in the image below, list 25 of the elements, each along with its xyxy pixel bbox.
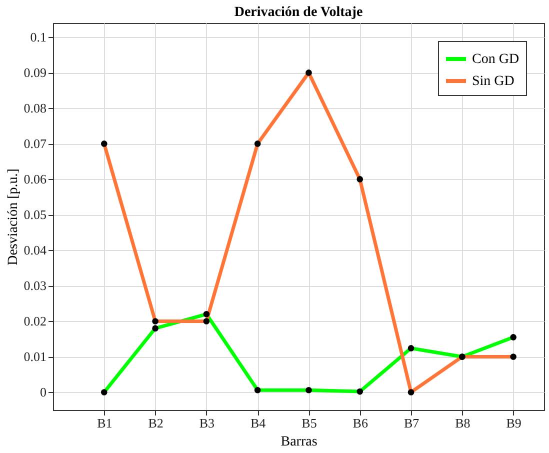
y-tick-label: 0.04 (24, 242, 47, 258)
x-tick-label: B3 (199, 416, 215, 430)
legend-label: Sin GD (472, 74, 514, 89)
x-tick-label: B8 (455, 416, 470, 430)
y-tick-label: 0.01 (24, 349, 46, 364)
y-tick-label: 0 (40, 384, 46, 400)
y-tick-label: 0.02 (24, 314, 46, 329)
legend-label: Con GD (472, 52, 520, 67)
x-tick-label: B9 (506, 416, 522, 430)
y-tick-label: 0.08 (24, 100, 46, 116)
x-tick-label: B2 (148, 416, 164, 430)
y-axis-title: Desviación [p.u.] (6, 168, 21, 266)
x-tick-label: B4 (250, 416, 266, 430)
y-tick-label: 0.07 (24, 136, 47, 152)
chart-title: Derivación de Voltaje (234, 5, 363, 20)
x-axis-title: Barras (280, 434, 318, 450)
y-tick-label: 0.05 (24, 207, 46, 222)
y-tick-label: 0.1 (30, 30, 46, 45)
y-tick-label: 0.09 (24, 65, 46, 80)
x-tick-label: B1 (97, 416, 112, 430)
x-tick-label: B6 (352, 416, 368, 430)
x-tick-label: B5 (302, 416, 317, 430)
y-tick-label: 0.03 (24, 278, 46, 294)
x-tick-label: B7 (404, 416, 420, 430)
y-tick-label: 0.06 (24, 172, 47, 187)
